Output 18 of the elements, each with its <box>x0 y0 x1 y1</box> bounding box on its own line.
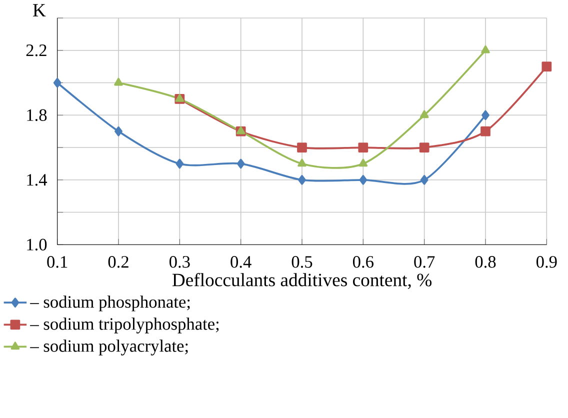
legend-label: – sodium polyacrylate; <box>30 340 188 356</box>
y-tick-label: 1.8 <box>27 109 47 122</box>
x-tick-label: 0.8 <box>475 256 496 268</box>
y-tick-label: 2.2 <box>26 44 46 56</box>
x-tick-label: 0.1 <box>47 256 68 268</box>
x-tick-label: 0.2 <box>108 256 128 268</box>
x-tick-label: 0.7 <box>414 256 435 268</box>
x-tick-label: 0.9 <box>536 256 557 268</box>
x-tick-label: 0.5 <box>292 256 312 268</box>
legend-label: – sodium tripolyphosphate; <box>30 318 219 334</box>
x-tick-label: 0.6 <box>353 256 374 268</box>
y-tick-label: 1.4 <box>27 174 48 186</box>
y-tick-label: 1.0 <box>27 238 47 251</box>
legend-label: – sodium phosphonate; <box>30 296 190 312</box>
x-tick-label: 0.3 <box>170 256 190 268</box>
x-axis-title: Deflocculants additives content, % <box>172 272 432 289</box>
y-axis-title: K <box>33 4 46 16</box>
x-tick-label: 0.4 <box>230 256 252 268</box>
